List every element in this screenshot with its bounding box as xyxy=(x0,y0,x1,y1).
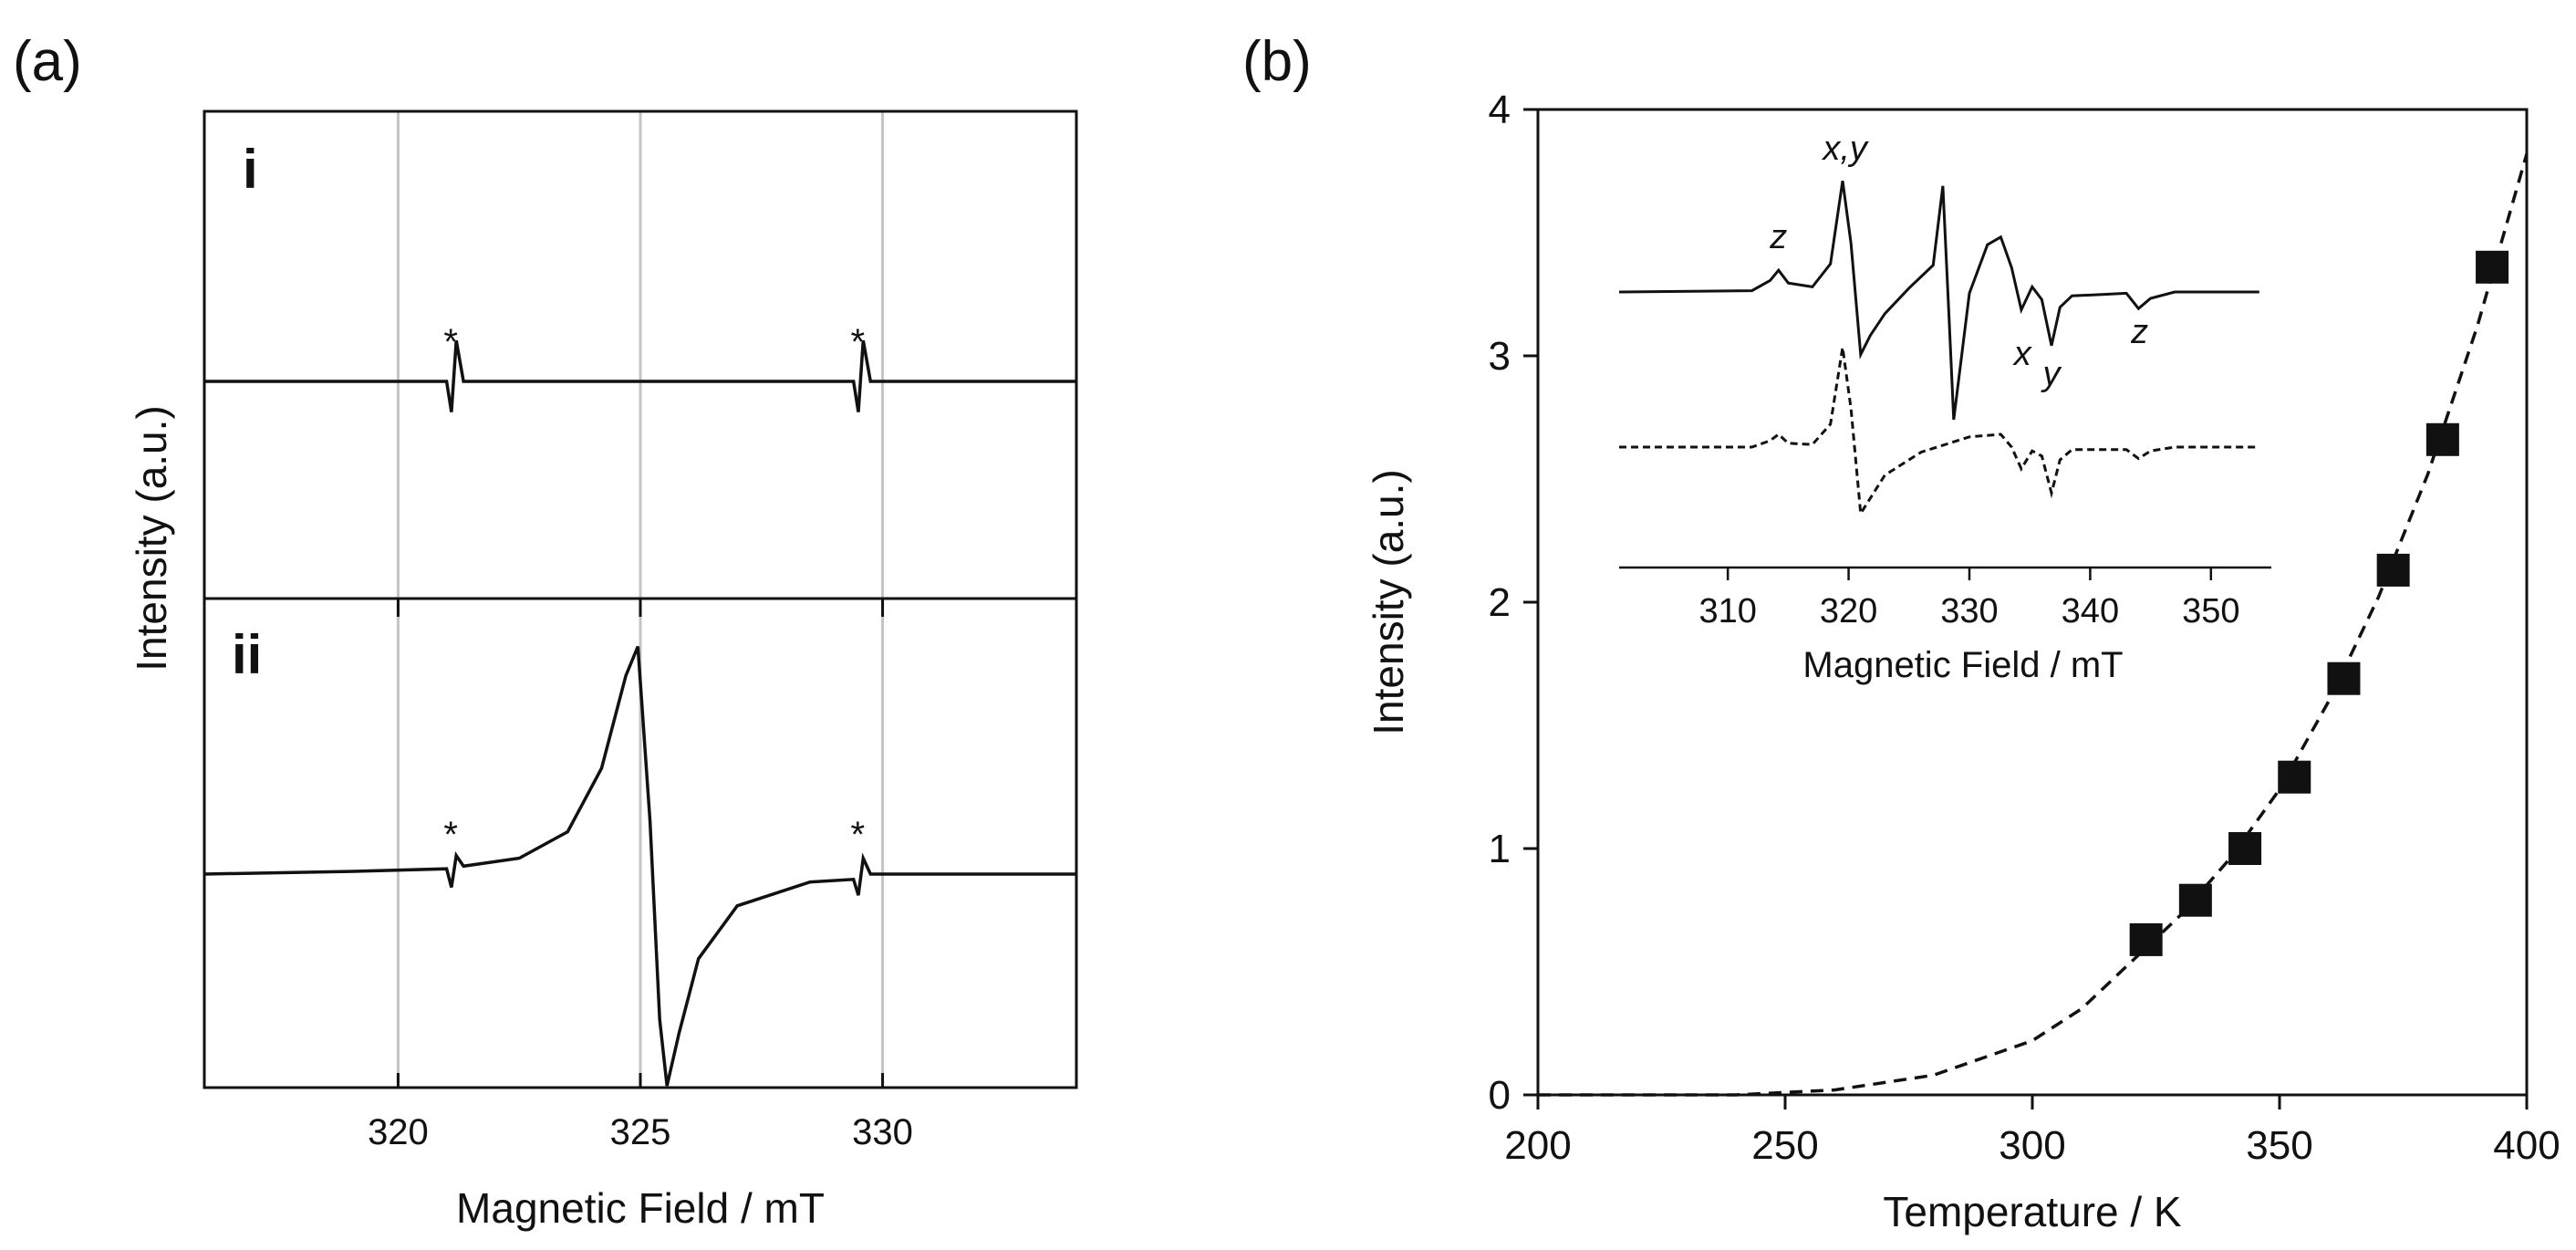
inset-simulated-line xyxy=(1619,347,2259,518)
x-tick-label-320: 320 xyxy=(368,1112,429,1152)
asterisk-i-1: * xyxy=(443,322,458,362)
b-y-tick-label-3: 3 xyxy=(1489,334,1511,379)
data-point-333 xyxy=(2178,883,2212,917)
spectrum-ii-line xyxy=(203,645,1076,1087)
panel-a-x-axis-title: Magnetic Field / mT xyxy=(456,1184,825,1232)
inset-x-tick-label-340: 340 xyxy=(2062,592,2119,630)
inset-x-tick-label-350: 350 xyxy=(2182,592,2239,630)
inset-peak-label-3: x xyxy=(2012,335,2033,373)
data-point-323 xyxy=(2129,922,2163,956)
inset-plot: 310 320 330 340 350 z x,y xy z Magnetic Field /… xyxy=(1618,130,2271,685)
x-tick-label-325: 325 xyxy=(610,1112,671,1152)
b-x-tick-label-250: 250 xyxy=(1751,1123,1818,1168)
inset-ticks xyxy=(1726,568,2213,580)
inset-x-tick-label-330: 330 xyxy=(1940,592,1998,630)
b-x-tick-label-350: 350 xyxy=(2246,1123,2312,1168)
b-y-tick-label-4: 4 xyxy=(1489,88,1511,132)
panel-b-frame xyxy=(1536,108,2529,1097)
inset-peak-label-2: x,y xyxy=(1821,130,1869,168)
asterisk-i-2: * xyxy=(851,322,866,362)
inset-x-axis-title: Magnetic Field / mT xyxy=(1802,645,2123,685)
panel-b-ticks xyxy=(1523,108,2529,1109)
fit-curve-dashed xyxy=(1538,153,2529,1097)
data-point-363 xyxy=(2327,661,2361,695)
spectrum-i-line xyxy=(204,339,1076,412)
data-point-383 xyxy=(2425,422,2459,456)
subpanel-ii-label: ii xyxy=(232,624,262,685)
panel-a-asterisks: * * * * xyxy=(443,322,865,855)
inset-tick-labels: 310 320 330 340 350 xyxy=(1698,592,2239,630)
panel-b-tick-labels: 200 250 300 350 400 0 1 2 3 4 xyxy=(1489,88,2560,1168)
inset-x-tick-label-310: 310 xyxy=(1698,592,1756,630)
b-x-tick-label-400: 400 xyxy=(2493,1123,2560,1168)
inset-peak-label-4: y xyxy=(2041,355,2062,393)
panel-b-y-axis-title: Intensity (a.u.) xyxy=(1365,469,1412,734)
panel-a-tick-labels: 320 325 330 xyxy=(368,1112,913,1152)
panel-a: 320 325 330 * ** * i ii Magnetic Field / mT … xyxy=(128,109,1078,1232)
b-y-tick-label-1: 1 xyxy=(1489,827,1511,871)
subpanel-i-label: i xyxy=(243,139,258,200)
data-point-393 xyxy=(2476,250,2509,284)
b-x-tick-label-200: 200 xyxy=(1504,1123,1571,1168)
inset-peak-label-5: z xyxy=(2130,313,2148,351)
panel-a-y-axis-title: Intensity (a.u.) xyxy=(128,405,175,671)
b-y-tick-label-2: 2 xyxy=(1489,580,1511,625)
b-y-tick-label-0: 0 xyxy=(1489,1073,1511,1118)
inset-experimental-line xyxy=(1618,180,2259,421)
data-point-343 xyxy=(2228,832,2262,865)
data-point-353 xyxy=(2278,760,2311,794)
inset-peak-label-1: z xyxy=(1769,218,1787,256)
asterisk-ii-1: * xyxy=(443,815,458,855)
panel-b: 200 250 300 350 400 0 1 2 3 4 Temperature / K Int… xyxy=(1365,88,2560,1235)
b-x-tick-label-300: 300 xyxy=(1999,1123,2065,1168)
inset-peak-labels: z x,y xy z xyxy=(1769,130,2148,393)
panel-a-label: (a) xyxy=(13,30,82,93)
panel-b-x-axis-title: Temperature / K xyxy=(1883,1188,2182,1235)
asterisk-ii-2: * xyxy=(851,815,866,855)
inset-x-tick-label-320: 320 xyxy=(1820,592,1877,630)
panel-b-label: (b) xyxy=(1242,30,1312,93)
data-point-373 xyxy=(2376,553,2410,587)
x-tick-label-330: 330 xyxy=(852,1112,913,1152)
measured-points xyxy=(2129,250,2509,956)
panel-a-ticks xyxy=(396,599,885,1088)
